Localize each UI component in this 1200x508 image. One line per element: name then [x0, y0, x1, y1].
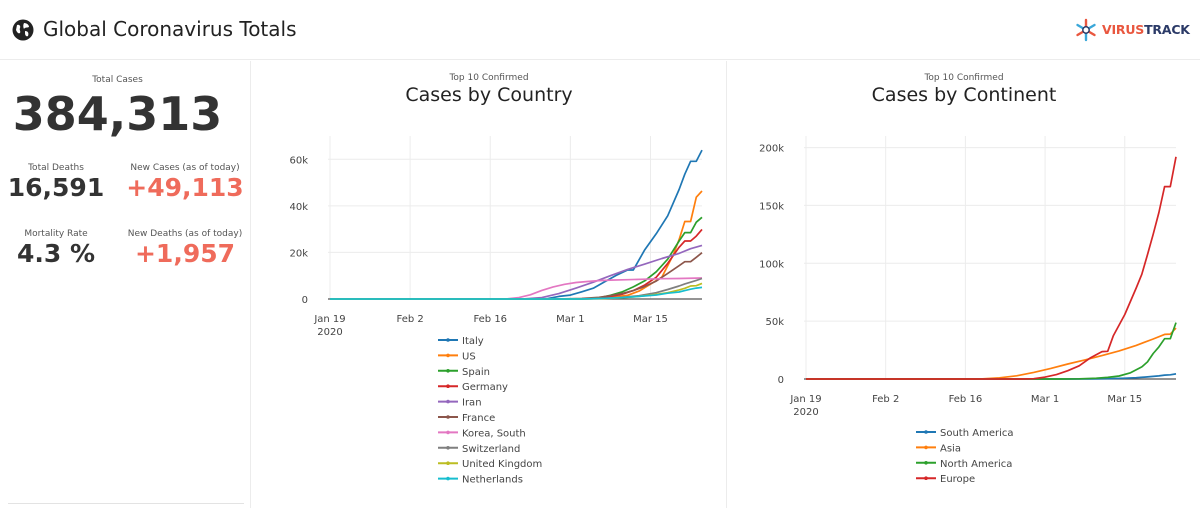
- legend-label: Germany: [462, 382, 508, 393]
- country-chart[interactable]: Jan 19 2020 Feb 2 Feb 16 Mar 1 Mar 15 0 20k 40k 6…: [252, 61, 727, 508]
- legend-item[interactable]: France: [438, 413, 495, 424]
- x-tick-label: Mar 15: [633, 314, 668, 325]
- continent-chart[interactable]: Jan 19 2020 Feb 2 Feb 16 Mar 1 Mar 15 0 50k 100k…: [728, 61, 1200, 508]
- country-chart-title: Cases by Country: [405, 84, 573, 106]
- total-deaths-value: 16,591: [7, 173, 105, 202]
- continent-chart-title: Cases by Continent: [871, 84, 1057, 106]
- legend-label: Iran: [462, 398, 482, 409]
- legend-item[interactable]: Netherlands: [438, 475, 523, 486]
- legend-label: Korea, South: [462, 428, 526, 439]
- y-tick-label: 100k: [759, 259, 784, 270]
- legend-marker: [924, 445, 928, 450]
- y-tick-label: 60k: [289, 155, 308, 166]
- legend-label: Spain: [462, 367, 490, 378]
- series-line-asia: [806, 327, 1177, 380]
- legend-label: France: [462, 413, 495, 424]
- legend-marker: [446, 399, 450, 404]
- legend-marker: [446, 476, 450, 481]
- legend-item[interactable]: Asia: [916, 443, 961, 454]
- y-tick-label: 0: [778, 375, 784, 386]
- legend-item[interactable]: Korea, South: [438, 428, 526, 439]
- series-line-north-america: [806, 322, 1177, 380]
- logo-text: VIRUSTRACK: [1102, 22, 1190, 37]
- total-deaths-label: Total Deaths: [28, 163, 84, 173]
- new-deaths-label: New Deaths (as of today): [127, 229, 243, 239]
- y-tick-label: 50k: [765, 317, 784, 328]
- legend-marker: [446, 384, 450, 389]
- x-tick-label: Feb 2: [872, 394, 899, 405]
- legend-label: North America: [940, 459, 1012, 470]
- y-tick-label: 40k: [289, 202, 308, 213]
- legend-item[interactable]: South America: [916, 428, 1014, 439]
- legend-marker: [446, 461, 450, 466]
- y-tick-label: 0: [302, 295, 308, 306]
- mortality-label: Mortality Rate: [24, 229, 88, 239]
- legend-label: Italy: [462, 336, 484, 347]
- continent-chart-panel: Top 10 Confirmed Cases by Continent Jan …: [728, 61, 1200, 508]
- stats-panel: Total Cases 384,313 Total Deaths 16,591 …: [0, 61, 251, 508]
- series-line-italy: [330, 149, 703, 300]
- x-tick-label-year: 2020: [317, 327, 342, 338]
- x-tick-label: Mar 1: [556, 314, 584, 325]
- x-tick-label: Jan 19: [313, 314, 345, 325]
- virus-icon: [1076, 18, 1096, 42]
- legend-item[interactable]: Iran: [438, 398, 482, 409]
- legend-label: United Kingdom: [462, 459, 542, 470]
- country-chart-subtitle: Top 10 Confirmed: [449, 73, 529, 83]
- virustrack-logo[interactable]: VIRUSTRACK: [1074, 17, 1190, 43]
- x-tick-label: Feb 16: [949, 394, 983, 405]
- y-tick-label: 200k: [759, 144, 784, 155]
- continent-chart-subtitle: Top 10 Confirmed: [924, 73, 1004, 83]
- legend-item[interactable]: Germany: [438, 382, 508, 393]
- total-cases-value: 384,313: [12, 87, 223, 141]
- series-line-korea-south: [330, 277, 703, 300]
- x-tick-label: Mar 15: [1107, 394, 1142, 405]
- legend-marker: [924, 476, 928, 481]
- legend-item[interactable]: Europe: [916, 474, 975, 485]
- y-tick-label: 20k: [289, 248, 308, 259]
- series-line-netherlands: [330, 286, 703, 300]
- x-tick-label-year: 2020: [793, 407, 818, 418]
- legend-label: Europe: [940, 474, 975, 485]
- page-title: Global Coronavirus Totals: [43, 17, 297, 41]
- x-tick-label: Jan 19: [789, 394, 821, 405]
- series-line-europe: [806, 156, 1177, 380]
- series-line-france: [330, 252, 703, 300]
- new-cases-value: +49,113: [126, 173, 244, 202]
- legend-item[interactable]: Spain: [438, 367, 490, 378]
- legend-marker: [446, 446, 450, 450]
- new-cases-label: New Cases (as of today): [130, 163, 240, 173]
- legend-marker: [446, 430, 450, 435]
- legend-item[interactable]: North America: [916, 459, 1012, 470]
- legend-marker: [446, 415, 450, 419]
- app-header: Global Coronavirus Totals VIRUSTRACK: [0, 0, 1200, 60]
- legend-marker: [446, 369, 450, 373]
- total-cases-label: Total Cases: [92, 75, 143, 85]
- x-tick-label: Feb 2: [396, 314, 423, 325]
- legend-label: South America: [940, 428, 1014, 439]
- legend-item[interactable]: Italy: [438, 336, 484, 347]
- legend-marker: [446, 338, 450, 342]
- globe-icon: [12, 19, 34, 41]
- legend-marker: [924, 461, 928, 465]
- legend-item[interactable]: Switzerland: [438, 444, 520, 455]
- legend-label: Netherlands: [462, 475, 523, 486]
- legend-marker: [924, 430, 928, 434]
- series-line-iran: [330, 244, 703, 300]
- legend-item[interactable]: US: [438, 351, 476, 362]
- x-tick-label: Mar 1: [1031, 394, 1059, 405]
- legend-label: US: [462, 351, 476, 362]
- y-tick-label: 150k: [759, 201, 784, 212]
- legend-label: Switzerland: [462, 444, 520, 455]
- legend-marker: [446, 353, 450, 358]
- stats-divider: [8, 503, 244, 504]
- country-chart-panel: Top 10 Confirmed Cases by Country Jan 19…: [252, 61, 727, 508]
- legend-item[interactable]: United Kingdom: [438, 459, 542, 470]
- x-tick-label: Feb 16: [473, 314, 507, 325]
- legend-label: Asia: [940, 443, 961, 454]
- new-deaths-value: +1,957: [134, 239, 236, 268]
- series-line-us: [330, 190, 703, 300]
- mortality-value: 4.3 %: [16, 239, 96, 268]
